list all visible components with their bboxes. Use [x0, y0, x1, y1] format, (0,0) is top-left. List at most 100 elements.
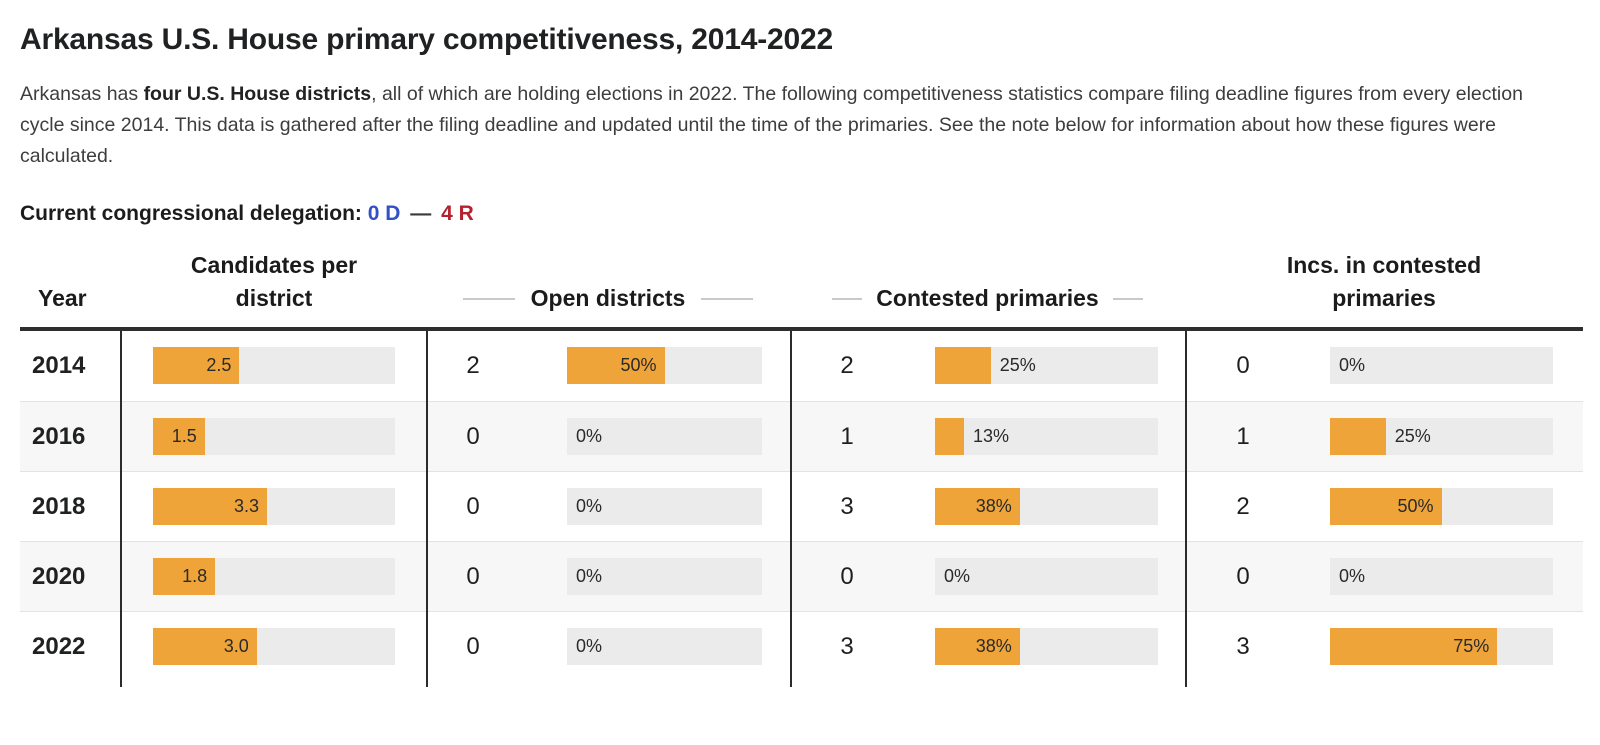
open-count: 2	[466, 352, 480, 379]
open-bar-track: 0%	[567, 628, 762, 665]
incs-bar-fill: 50%	[1330, 488, 1442, 525]
intro-paragraph: Arkansas has four U.S. House districts, …	[20, 79, 1545, 172]
candidates-bar-track: 3.3	[153, 488, 395, 525]
column-divider	[120, 331, 122, 687]
open-bar-track: 0%	[567, 418, 762, 455]
contested-bar-track: 13%	[935, 418, 1158, 455]
delegation-label: Current congressional delegation:	[20, 202, 362, 225]
contested-bar-track: 38%	[935, 628, 1158, 665]
year-label: 2016	[32, 422, 86, 450]
contested-count: 3	[840, 492, 854, 520]
table-body: 2014 2.5 2 50% 2 25% 0 0% 2016 1.5 0 0% 1 13% 1 25% 2018…	[20, 331, 1583, 687]
contested-bar-track: 38%	[935, 488, 1158, 525]
table-row: 2016 1.5 0 0% 1 13% 1 25%	[20, 401, 1583, 471]
column-header-contested: Contested primaries	[790, 282, 1185, 327]
table-header: Year Candidates per district Open distri…	[20, 227, 1583, 327]
intro-text-post: , all of which are holding elections in …	[20, 83, 1523, 167]
incs-bar-fill: 75%	[1330, 628, 1498, 665]
open-bar-track: 0%	[567, 488, 762, 525]
column-header-year: Year	[38, 285, 87, 311]
candidates-bar-track: 1.5	[153, 418, 395, 455]
table-row: 2014 2.5 2 50% 2 25% 0 0%	[20, 331, 1583, 401]
delegation-separator: —	[410, 202, 432, 225]
incs-count: 0	[1236, 562, 1250, 590]
table-row: 2020 1.8 0 0% 0 0% 0 0%	[20, 541, 1583, 611]
delegation-republican-count: 4 R	[441, 202, 474, 225]
candidates-bar-track: 1.8	[153, 558, 395, 595]
header-dash-right	[1112, 297, 1143, 300]
incs-bar-track: 25%	[1330, 418, 1553, 455]
header-dash-left	[462, 297, 515, 300]
incs-bar-track: 0%	[1330, 347, 1553, 384]
incs-bar-label: 25%	[1394, 426, 1431, 446]
column-header-open-label: Open districts	[530, 285, 686, 311]
candidates-bar-fill: 2.5	[153, 347, 240, 384]
page: Arkansas U.S. House primary competitiven…	[20, 23, 1583, 687]
incs-bar-fill	[1330, 418, 1386, 455]
contested-count: 0	[840, 562, 854, 590]
page-title: Arkansas U.S. House primary competitiven…	[20, 23, 833, 56]
column-divider	[1185, 331, 1187, 687]
open-bar-label: 0%	[576, 566, 603, 586]
intro-text-pre: Arkansas has	[20, 83, 144, 105]
candidates-bar-track: 3.0	[153, 628, 395, 665]
candidates-bar-fill: 1.8	[153, 558, 216, 595]
contested-bar-track: 25%	[935, 347, 1158, 384]
column-header-open: Open districts	[426, 282, 790, 327]
delegation-democrat-count: 0 D	[367, 202, 401, 225]
open-count: 0	[466, 492, 480, 520]
open-bar-label: 0%	[576, 496, 603, 516]
candidates-bar-track: 2.5	[153, 347, 395, 384]
year-label: 2022	[32, 632, 86, 660]
column-header-candidates: Candidates per district	[190, 252, 358, 311]
column-header-contested-label: Contested primaries	[876, 285, 1099, 311]
incs-count: 3	[1236, 632, 1250, 660]
incs-count: 2	[1236, 492, 1250, 520]
incs-bar-label: 50%	[1397, 496, 1434, 516]
column-divider	[426, 331, 428, 687]
contested-bar-label: 25%	[999, 355, 1036, 375]
candidates-bar-fill: 3.3	[153, 488, 267, 525]
incs-bar-track: 0%	[1330, 558, 1553, 595]
candidates-bar-label: 2.5	[206, 355, 232, 375]
incs-bar-track: 75%	[1330, 628, 1553, 665]
candidates-bar-label: 1.5	[171, 426, 197, 446]
header-dash-right	[701, 297, 754, 300]
incs-count: 1	[1236, 422, 1250, 450]
year-label: 2018	[32, 492, 86, 520]
column-header-incs: Incs. in contested primaries	[1286, 252, 1482, 311]
incs-bar-track: 50%	[1330, 488, 1553, 525]
candidates-bar-fill: 1.5	[153, 418, 205, 455]
open-bar-label: 0%	[576, 636, 603, 656]
open-count: 0	[466, 562, 480, 590]
contested-bar-track: 0%	[935, 558, 1158, 595]
incs-count: 0	[1236, 352, 1250, 379]
competitiveness-table: Year Candidates per district Open distri…	[20, 227, 1583, 687]
contested-bar-label: 13%	[972, 426, 1010, 446]
contested-bar-label: 0%	[944, 566, 971, 586]
open-bar-label: 50%	[620, 355, 657, 375]
intro-text-bold: four U.S. House districts	[143, 83, 372, 105]
open-count: 0	[466, 632, 480, 660]
header-dash-left	[832, 297, 863, 300]
year-label: 2014	[32, 352, 86, 379]
year-label: 2020	[32, 562, 86, 590]
open-bar-track: 50%	[567, 347, 762, 384]
table-top-rule	[20, 327, 1583, 331]
table-row: 2018 3.3 0 0% 3 38% 2 50%	[20, 471, 1583, 541]
open-count: 0	[466, 422, 480, 450]
contested-bar-fill	[935, 347, 991, 384]
open-bar-fill: 50%	[567, 347, 665, 384]
contested-bar-fill	[935, 418, 964, 455]
incs-bar-label: 0%	[1339, 355, 1366, 375]
delegation-line: Current congressional delegation: 0 D — …	[20, 201, 1583, 227]
contested-count: 1	[840, 422, 854, 450]
candidates-bar-label: 1.8	[182, 566, 208, 586]
column-divider	[790, 331, 792, 687]
contested-bar-fill: 38%	[935, 488, 1020, 525]
candidates-bar-label: 3.3	[233, 496, 259, 516]
contested-count: 3	[840, 632, 854, 660]
incs-bar-label: 0%	[1339, 566, 1366, 586]
contested-count: 2	[840, 352, 854, 379]
incs-bar-label: 75%	[1453, 636, 1490, 656]
